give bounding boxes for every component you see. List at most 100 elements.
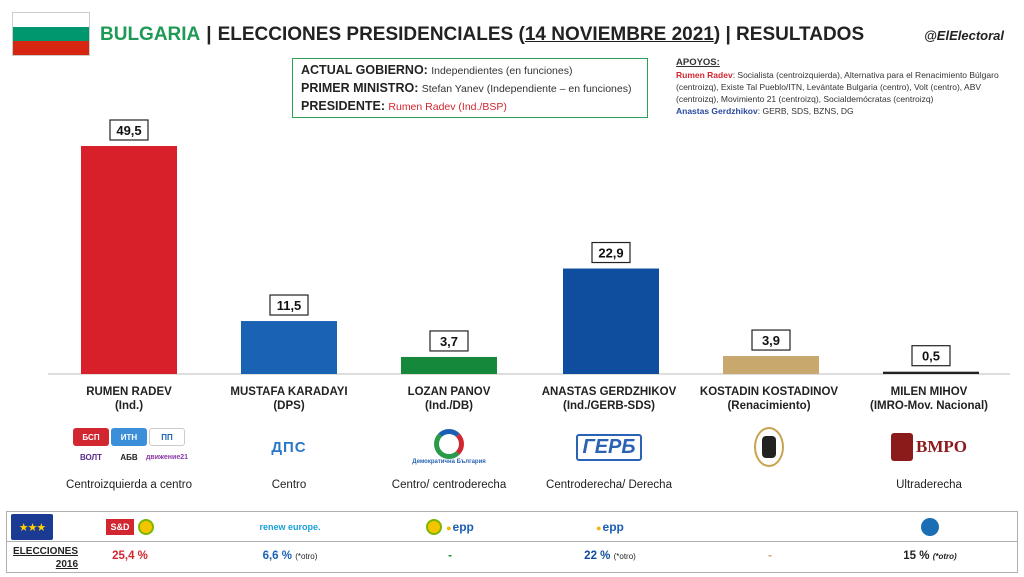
candidate-party: (DPS)	[273, 400, 305, 412]
db-logo-text: Демократична България	[412, 459, 486, 465]
dps-logo-text: ДПС	[271, 438, 307, 456]
prime-minister-label: PRIMER MINISTRO:	[301, 81, 419, 95]
sun-icon	[137, 519, 154, 535]
db-logo-ring	[434, 429, 464, 459]
flag-stripe-green	[13, 26, 89, 41]
bar-lozan-panov	[401, 356, 497, 374]
page-title: BULGARIA | ELECCIONES PRESIDENCIALES (14 N…	[100, 24, 865, 45]
bulgaria-flag	[12, 12, 90, 56]
bar-rumen-radev	[81, 146, 177, 374]
ideology-panov: Centro/ centroderecha	[391, 479, 507, 491]
bar-anastas-gerdzhikov	[563, 268, 659, 374]
candidate-label-panov: LOZAN PANOV (Ind./DB)	[369, 385, 529, 413]
dps-logo: ДПС	[209, 420, 369, 474]
sd-logo: S&D	[106, 519, 134, 535]
value-label-box	[109, 119, 149, 141]
renacimiento-logo	[689, 420, 849, 474]
value-label-box	[269, 294, 309, 316]
actual-government-label: ACTUAL GOBIERNO:	[301, 63, 428, 77]
ideology-karadayi: Centro	[271, 479, 307, 491]
ideology-mihov: Ultraderecha	[896, 479, 962, 491]
candidate-label-gerdzhikov: ANASTAS GERDZHIKOV (Ind./GERB-SDS)	[529, 385, 689, 413]
ideology-gerdzhikov: Centroderecha/ Derecha	[546, 479, 672, 491]
result-2016-kostadinov: -	[768, 550, 772, 562]
epp-logo: epp	[596, 520, 624, 534]
candidate-name: ANASTAS GERDZHIKOV	[541, 386, 677, 398]
candidate-party: (Ind./GERB-SDS)	[563, 400, 655, 412]
eu-group-renew: renew europe.	[210, 516, 370, 538]
candidate-party: (Renacimiento)	[727, 400, 811, 412]
support-gerdzhikov-text: : GERB, SDS, BZNS, DG	[757, 106, 854, 116]
ideology-radev: Centroizquierda a centro	[66, 479, 192, 491]
support-notes: APOYOS: Rumen Radev: Socialista (centroi…	[676, 57, 1016, 117]
candidate-name: KOSTADIN KOSTADINOV	[699, 386, 839, 398]
radev-support-logos: БСП ИТН ПП ВОЛТ АБВ движение21	[49, 420, 209, 474]
value-label-box	[911, 345, 951, 367]
lion-icon	[891, 433, 914, 461]
result-2016-gerdzhikov: 22 % (*otro)	[584, 550, 636, 562]
eu-group-ecr	[850, 516, 1010, 538]
support-radev-name: Rumen Radev	[676, 70, 733, 80]
value-label-box	[429, 330, 469, 352]
actual-government-value: Independientes (en funciones)	[431, 65, 573, 77]
title-date: 14 NOVIEMBRE 2021	[524, 24, 714, 45]
candidate-label-mihov: MILEN MIHOV (IMRO-Mov. Nacional)	[849, 385, 1009, 413]
title-pre: ELECCIONES PRESIDENCIALES (	[217, 24, 525, 45]
pp-logo: ПП	[149, 428, 185, 446]
lion-icon	[754, 427, 784, 467]
title-post: ) | RESULTADOS	[713, 24, 865, 45]
result-2016-panov: -	[448, 550, 452, 562]
eu-group-sd: S&D	[50, 516, 210, 538]
renew-logo: renew europe.	[259, 521, 321, 532]
eu-groups-table: ★★★ S&D renew europe. epp epp ELECCIONES…	[6, 511, 1018, 573]
flag-stripe-white	[13, 13, 89, 27]
support-radev-text: : Socialista (centroizquierda), Alternat…	[676, 70, 999, 104]
value-label: 22,9	[598, 246, 623, 261]
bar-kostadin-kostadinov	[723, 356, 819, 374]
flag-stripe-red	[13, 40, 89, 55]
gerb-logo: ГЕРБ	[529, 420, 689, 474]
vmro-logo: ВМРО	[849, 420, 1009, 474]
candidate-label-karadayi: MUSTAFA KARADAYI (DPS)	[209, 385, 369, 413]
volt-logo: ВОЛТ	[79, 452, 103, 462]
candidate-label-radev: RUMEN RADEV (Ind.)	[49, 385, 209, 413]
sun-icon	[426, 519, 443, 535]
elections-2016-label: ELECCIONES 2016	[13, 546, 79, 570]
president-label: PRESIDENTE:	[301, 99, 386, 113]
value-label: 3,7	[440, 334, 458, 349]
support-heading: APOYOS:	[676, 57, 720, 68]
eu-group-gerdzhikov: epp	[530, 516, 690, 538]
candidate-label-kostadinov: KOSTADIN KOSTADINOV (Renacimiento)	[689, 385, 849, 413]
support-gerdzhikov-name: Anastas Gerdzhikov	[676, 106, 758, 116]
government-box: ACTUAL GOBIERNO: Independientes (en func…	[292, 58, 648, 118]
value-label-box	[591, 241, 631, 264]
bar-milen-mihov	[883, 371, 979, 374]
candidate-party: (Ind./DB)	[425, 400, 473, 412]
candidate-name: MILEN MIHOV	[890, 386, 968, 398]
candidate-party: (Ind.)	[114, 400, 144, 412]
value-label: 11,5	[277, 298, 302, 313]
bar-mustafa-karadayi	[241, 321, 337, 374]
abv-logo: АБВ	[120, 452, 138, 462]
value-label-box	[751, 329, 791, 351]
itn-logo: ИТН	[111, 428, 147, 446]
gerb-logo-text: ГЕРБ	[576, 433, 642, 461]
db-logo: Демократична България	[369, 420, 529, 474]
eu-flag-icon: ★★★	[11, 514, 53, 540]
eu-group-panov: epp	[370, 516, 530, 538]
bsp-logo: БСП	[73, 428, 109, 446]
epp-logo: epp	[446, 520, 474, 534]
twitter-handle: @ElElectoral	[924, 28, 1004, 43]
value-label: 3,9	[762, 333, 780, 348]
eu-groups-row: ★★★ S&D renew europe. epp epp	[7, 512, 1017, 542]
result-2016-mihov: 15 % (*otro)	[903, 550, 957, 562]
candidate-name: LOZAN PANOV	[407, 386, 491, 398]
value-label: 0,5	[922, 349, 940, 364]
vmro-logo-text: ВМРО	[916, 437, 967, 456]
candidate-party: (IMRO-Mov. Nacional)	[870, 400, 988, 412]
ecr-icon	[921, 518, 939, 536]
prime-minister-value: Stefan Yanev (Independiente – en funcion…	[421, 83, 632, 95]
president-value: Rumen Radev (Ind./BSP)	[388, 101, 507, 113]
result-2016-karadayi: 6,6 % (*otro)	[262, 550, 318, 562]
